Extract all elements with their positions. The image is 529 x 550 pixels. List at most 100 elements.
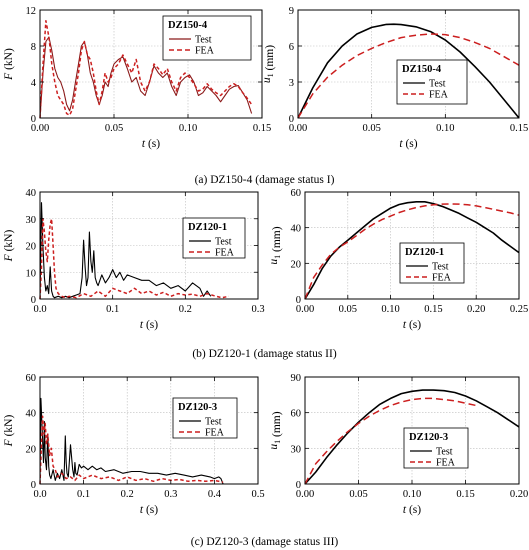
series-line-fea	[304, 397, 477, 485]
x-axis-label: t (s)	[403, 319, 421, 331]
x-tick-label: 0.00	[31, 123, 49, 134]
series-line-fea	[39, 218, 230, 300]
legend-label-fea: FEA	[205, 428, 225, 439]
x-tick-label: 0.3	[164, 489, 177, 500]
x-axis-label: t (s)	[399, 138, 417, 150]
legend-label-test: Test	[215, 237, 232, 248]
x-tick-label: 0.05	[349, 489, 367, 500]
y-tick-label: 0	[289, 114, 294, 125]
plot-frame	[297, 9, 520, 119]
y-tick-label: 0	[31, 114, 36, 125]
x-tick-label: 0.00	[296, 489, 314, 500]
legend-title: DZ120-3	[409, 432, 448, 443]
x-tick-label: 0.00	[296, 304, 314, 315]
legend-label-test: Test	[429, 79, 446, 90]
x-axis-label: t (s)	[142, 138, 160, 150]
series-line-test	[39, 397, 224, 485]
y-tick-label: 30	[26, 215, 37, 226]
y-tick-label: 4	[31, 78, 37, 89]
chart-c-left: 0.0 0.1 0.2 0.3 0.4 0.5 0 20 40 60 t (s) F (kN) DZ12…	[3, 373, 265, 516]
y-tick-label: 60	[291, 409, 302, 420]
x-axis-label: t (s)	[403, 504, 421, 516]
y-tick-label: 40	[26, 409, 37, 420]
y-axis-label: F (kN)	[3, 415, 15, 448]
legend-label-fea: FEA	[429, 90, 449, 101]
x-tick-label: 0.3	[251, 304, 264, 315]
x-tick-label: 0.05	[362, 123, 380, 134]
chart-b-left: 0.0 0.1 0.2 0.3 0 10 20 30 40 t (s) F (kN) DZ120-1 T…	[3, 188, 265, 331]
y-tick-label: 9	[289, 6, 294, 17]
y-axis-label: u1 (mm)	[268, 411, 283, 449]
y-tick-label: 60	[291, 188, 302, 199]
series-line-fea	[304, 203, 520, 300]
x-axis-label: t (s)	[140, 319, 158, 331]
series-line-test	[297, 23, 520, 119]
y-axis-label: F (kN)	[3, 230, 15, 263]
legend-title: DZ150-4	[168, 20, 208, 31]
x-tick-label: 0.20	[510, 489, 528, 500]
legend-box	[396, 59, 468, 105]
x-tick-label: 0.25	[510, 304, 528, 315]
series-line-fea	[297, 33, 520, 119]
caption-c: (c) DZ120-3 (damage status III)	[191, 536, 339, 548]
y-axis-label: u1 (mm)	[261, 45, 276, 83]
y-axis-label: u1 (mm)	[268, 226, 283, 264]
x-tick-label: 0.00	[289, 123, 307, 134]
y-tick-label: 0	[31, 480, 36, 491]
x-tick-label: 0.4	[208, 489, 222, 500]
legend-label-fea: FEA	[436, 458, 456, 469]
legend-title: DZ120-1	[188, 222, 227, 233]
y-tick-label: 0	[31, 295, 36, 306]
legend-label-test: Test	[432, 262, 449, 273]
y-axis-label: F (kN)	[3, 48, 15, 81]
x-tick-label: 0.10	[179, 123, 197, 134]
legend-box	[162, 15, 252, 61]
x-tick-label: 0.2	[179, 304, 192, 315]
series-line-test	[39, 36, 253, 119]
chart-b-right: 0.00 0.05 0.10 0.15 0.20 0.25 0 20 40 60 t (s) u1 (…	[268, 188, 528, 331]
series-line-test	[304, 201, 520, 300]
x-tick-label: 0.15	[510, 123, 528, 134]
y-tick-label: 8	[31, 42, 36, 53]
chart-a-right: 0.00 0.05 0.10 0.15 0 3 6 9 t (s) u1 (mm) DZ150-4 T…	[261, 6, 528, 150]
y-tick-label: 40	[291, 224, 302, 235]
x-tick-label: 0.1	[77, 489, 90, 500]
x-tick-label: 0.15	[253, 123, 271, 134]
x-tick-label: 0.10	[381, 304, 399, 315]
chart-c-right: 0.00 0.05 0.10 0.15 0.20 0 30 60 90 t (s) u1 (mm) D…	[268, 373, 528, 516]
plot-frame	[39, 9, 263, 119]
y-tick-label: 10	[26, 268, 37, 279]
legend-title: DZ120-1	[405, 247, 444, 258]
legend-label-fea: FEA	[432, 273, 452, 284]
series-line-fea	[39, 20, 253, 119]
x-tick-label: 0.05	[339, 304, 357, 315]
x-tick-label: 0.0	[33, 304, 46, 315]
y-tick-label: 0	[296, 480, 301, 491]
x-axis-label: t (s)	[140, 504, 158, 516]
x-tick-label: 0.05	[105, 123, 123, 134]
x-tick-label: 0.15	[456, 489, 474, 500]
y-tick-label: 20	[26, 444, 37, 455]
y-tick-label: 12	[26, 6, 37, 17]
legend-label-test: Test	[195, 35, 212, 46]
y-tick-label: 60	[26, 373, 37, 384]
y-tick-label: 30	[291, 444, 302, 455]
plot-frame	[304, 191, 520, 300]
chart-a-left: 0.00 0.05 0.10 0.15 0 4 8 12 t (s) F (kN) DZ150-4 T…	[3, 6, 271, 150]
series-line-test	[39, 202, 212, 300]
legend-label-test: Test	[436, 447, 453, 458]
legend-label-fea: FEA	[195, 46, 215, 57]
x-tick-label: 0.5	[251, 489, 264, 500]
y-tick-label: 0	[296, 295, 301, 306]
y-tick-label: 40	[26, 188, 37, 199]
y-tick-label: 20	[291, 259, 302, 270]
caption-a: (a) DZ150-4 (damage status I)	[195, 174, 335, 186]
x-tick-label: 0.10	[403, 489, 421, 500]
x-tick-label: 0.2	[121, 489, 134, 500]
x-tick-label: 0.10	[436, 123, 454, 134]
y-tick-label: 3	[289, 78, 294, 89]
legend-label-test: Test	[205, 417, 222, 428]
y-tick-label: 90	[291, 373, 302, 384]
